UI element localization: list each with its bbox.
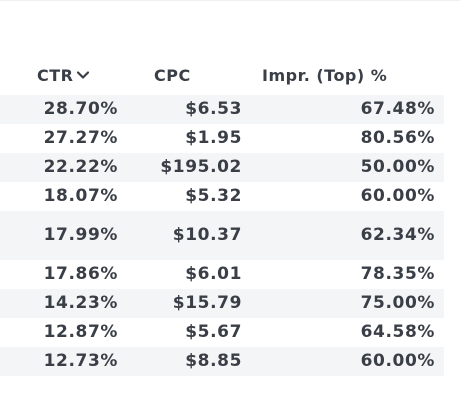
cpc-cell: $195.02: [160, 157, 242, 177]
table-header: CTR CPC Impr. (Top) %: [0, 63, 444, 89]
ctr-cell: 14.23%: [43, 293, 118, 313]
column-header-ctr-label: CTR: [37, 66, 74, 85]
impr-top-cell: 78.35%: [360, 264, 435, 284]
table-row[interactable]: 17.86% $6.01 78.35%: [0, 260, 444, 289]
ctr-cell: 27.27%: [43, 128, 118, 148]
impr-top-cell: 60.00%: [360, 186, 435, 206]
chevron-down-icon: [77, 71, 90, 79]
table-row[interactable]: 14.23% $15.79 75.00%: [0, 289, 444, 318]
ctr-cell: 18.07%: [43, 186, 118, 206]
ctr-cell: 17.86%: [43, 264, 118, 284]
impr-top-cell: 64.58%: [360, 322, 435, 342]
cpc-cell: $10.37: [172, 225, 242, 245]
impr-top-cell: 50.00%: [360, 157, 435, 177]
top-divider: [0, 0, 460, 1]
cpc-cell: $6.53: [185, 99, 242, 119]
ctr-cell: 28.70%: [43, 99, 118, 119]
column-header-cpc-label: CPC: [154, 66, 191, 85]
impr-top-cell: 62.34%: [360, 225, 435, 245]
table-row[interactable]: 12.73% $8.85 60.00%: [0, 347, 444, 376]
column-header-impr-top-label: Impr. (Top) %: [262, 66, 388, 85]
table-row[interactable]: 22.22% $195.02 50.00%: [0, 153, 444, 182]
column-header-impr-top[interactable]: Impr. (Top) %: [262, 63, 387, 89]
cpc-cell: $5.67: [185, 322, 242, 342]
impr-top-cell: 80.56%: [360, 128, 435, 148]
table-row[interactable]: 27.27% $1.95 80.56%: [0, 124, 444, 153]
impr-top-cell: 67.48%: [360, 99, 435, 119]
cpc-cell: $5.32: [185, 186, 242, 206]
table-row[interactable]: 18.07% $5.32 60.00%: [0, 182, 444, 211]
column-header-cpc[interactable]: CPC: [154, 63, 191, 89]
ctr-cell: 22.22%: [43, 157, 118, 177]
ctr-cell: 12.73%: [43, 351, 118, 371]
column-header-ctr[interactable]: CTR: [37, 63, 90, 89]
impr-top-cell: 60.00%: [360, 351, 435, 371]
ctr-cell: 12.87%: [43, 322, 118, 342]
cpc-cell: $6.01: [185, 264, 242, 284]
cpc-cell: $1.95: [185, 128, 242, 148]
cpc-cell: $8.85: [185, 351, 242, 371]
table-row[interactable]: 12.87% $5.67 64.58%: [0, 318, 444, 347]
table-row[interactable]: 17.99% $10.37 62.34%: [0, 211, 444, 260]
impr-top-cell: 75.00%: [360, 293, 435, 313]
table-row[interactable]: 28.70% $6.53 67.48%: [0, 95, 444, 124]
ctr-cell: 17.99%: [43, 225, 118, 245]
cpc-cell: $15.79: [172, 293, 242, 313]
